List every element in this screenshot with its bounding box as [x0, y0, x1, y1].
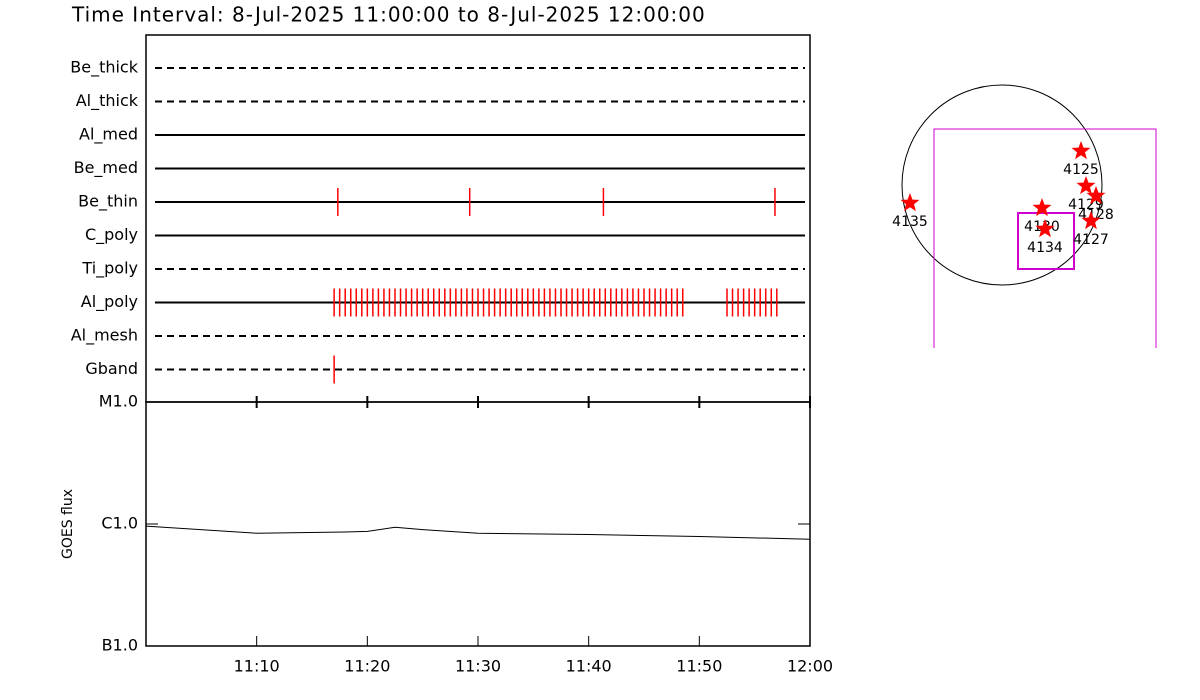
region-star — [1081, 211, 1101, 230]
filter-label: Be_med — [74, 158, 138, 178]
filter-label: Al_med — [79, 125, 138, 145]
y-tick-label: M1.0 — [99, 392, 138, 411]
region-star — [1071, 141, 1091, 160]
region-star — [1035, 219, 1055, 238]
region-star — [1076, 176, 1096, 195]
solar-map — [901, 84, 1157, 348]
region-star — [1086, 186, 1106, 205]
x-tick-label: 11:20 — [344, 657, 390, 676]
filter-label: C_poly — [85, 225, 138, 245]
filter-label: Ti_poly — [81, 259, 138, 279]
region-star — [1032, 198, 1052, 217]
goes-frame — [145, 401, 811, 647]
region-label: 4134 — [1027, 240, 1063, 256]
filter-label: Be_thick — [70, 58, 138, 78]
x-tick-label: 11:30 — [455, 657, 501, 676]
region-label: 4129 — [1068, 197, 1104, 213]
fov-large — [933, 128, 1157, 348]
y-tick-label: C1.0 — [101, 514, 138, 533]
filter-label: Gband — [85, 359, 138, 378]
goes-line — [145, 525, 811, 540]
region-star — [900, 193, 920, 212]
region-label: 4135 — [892, 214, 928, 230]
chart-title: Time Interval: 8-Jul-2025 11:00:00 to 8-… — [71, 3, 706, 27]
x-tick-label: 12:00 — [787, 657, 833, 676]
x-tick-label: 11:50 — [676, 657, 722, 676]
y-axis-label: GOES flux — [60, 489, 76, 559]
filter-label: Al_mesh — [71, 326, 138, 346]
x-tick-label: 11:10 — [234, 657, 280, 676]
x-tick-label: 11:40 — [566, 657, 612, 676]
filter-label: Be_thin — [78, 192, 138, 212]
filter-label: Al_poly — [81, 292, 138, 312]
filter-label: Al_thick — [76, 91, 139, 111]
region-label: 4127 — [1073, 232, 1109, 248]
region-label: 4125 — [1063, 162, 1099, 178]
y-tick-label: B1.0 — [102, 636, 138, 655]
solar-disk — [901, 84, 1103, 286]
events-frame — [145, 34, 811, 403]
